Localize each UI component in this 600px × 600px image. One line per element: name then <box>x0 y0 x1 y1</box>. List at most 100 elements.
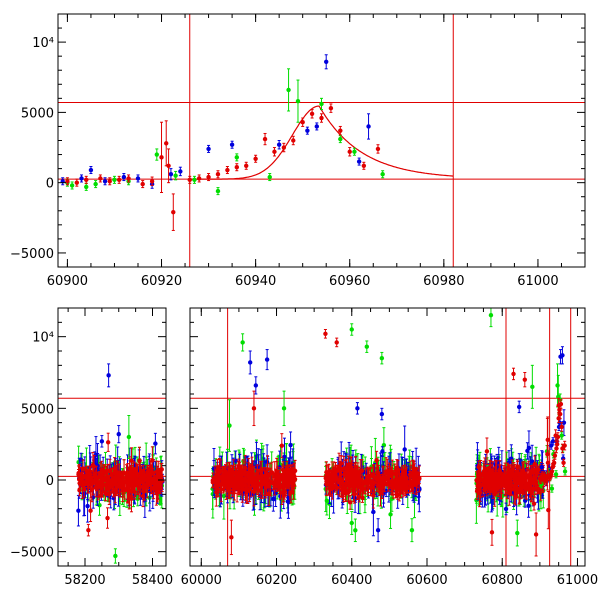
green-outlier-point <box>126 434 132 440</box>
red-survey-point <box>240 487 245 492</box>
bottom-plot-area <box>58 363 166 564</box>
red-survey-point <box>109 478 114 483</box>
red-data-point <box>164 141 169 146</box>
red-survey-point <box>245 488 250 493</box>
red-survey-point <box>135 473 141 479</box>
red-data-point <box>375 146 381 152</box>
red-survey-point <box>236 465 242 470</box>
blue-survey-point <box>380 449 385 454</box>
red-data-point <box>272 149 277 154</box>
green-outlier-point <box>113 553 118 559</box>
x-tick-label: 58400 <box>132 573 173 588</box>
red-survey-point <box>141 488 146 493</box>
red-survey-point <box>285 478 290 484</box>
red-survey-point <box>129 483 135 489</box>
red-data-point <box>262 136 268 142</box>
red-survey-point <box>88 508 93 513</box>
red-survey-point <box>210 478 216 483</box>
red-survey-point <box>98 484 103 490</box>
blue-data-point <box>324 59 329 64</box>
blue-survey-point <box>371 509 376 515</box>
red-data-point <box>107 179 112 184</box>
red-survey-point <box>104 470 109 475</box>
green-survey-point <box>353 528 358 533</box>
red-data-point <box>244 163 249 168</box>
blue-survey-point <box>153 441 158 446</box>
red-survey-point <box>145 476 151 482</box>
red-data-point <box>140 181 145 187</box>
blue-data-point <box>88 167 94 173</box>
blue-data-point <box>366 124 371 129</box>
blue-data-point <box>305 128 310 133</box>
blue-survey-point <box>402 447 407 452</box>
red-survey-point <box>105 515 110 521</box>
red-data-point <box>84 177 89 183</box>
red-survey-point <box>215 477 220 483</box>
y-tick-label: 0 <box>46 177 54 192</box>
blue-data-point <box>121 174 127 180</box>
blue-survey-point <box>85 503 90 509</box>
red-survey-point <box>121 470 127 475</box>
red-data-point <box>281 145 287 150</box>
y-tick-label: 0 <box>46 474 54 489</box>
red-survey-point <box>278 485 283 490</box>
red-data-point <box>98 176 103 181</box>
red-survey-point <box>124 475 129 481</box>
red-survey-point <box>129 458 134 463</box>
blue-survey-point <box>282 454 287 459</box>
red-survey-point <box>251 489 257 495</box>
red-survey-point <box>83 474 88 479</box>
red-data-point <box>149 179 155 184</box>
red-survey-point <box>234 476 239 482</box>
red-data-point <box>65 179 70 184</box>
blue-data-point <box>168 172 174 177</box>
red-survey-point <box>265 477 270 482</box>
red-survey-point <box>279 443 285 448</box>
blue-data-point <box>314 124 319 129</box>
red-survey-point <box>77 477 82 482</box>
green-data-point <box>338 136 343 142</box>
red-survey-point <box>120 485 126 491</box>
blue-data-point <box>206 146 211 152</box>
x-tick-label: 60940 <box>235 274 276 289</box>
green-data-point <box>380 172 385 177</box>
top-plot-area <box>58 14 585 267</box>
x-tick-label: 60900 <box>47 274 88 289</box>
red-survey-point <box>372 480 377 486</box>
bottom-plot-area <box>190 308 585 566</box>
blue-survey-point <box>271 496 276 502</box>
red-data-point <box>166 163 171 168</box>
red-data-point <box>159 155 164 160</box>
red-survey-point <box>129 496 134 501</box>
red-data-point <box>215 172 221 177</box>
green-data-point <box>286 87 291 93</box>
red-survey-point <box>287 491 292 497</box>
green-survey-point <box>97 503 102 508</box>
red-data-point <box>328 105 334 111</box>
y-tick-label: 5000 <box>21 106 54 121</box>
green-data-point <box>319 101 324 107</box>
blue-survey-point <box>76 508 81 513</box>
red-survey-point <box>92 478 98 483</box>
blue-outlier-point <box>106 373 111 378</box>
x-tick-label: 61000 <box>517 274 558 289</box>
red-survey-point <box>246 473 252 479</box>
blue-survey-point <box>78 457 84 462</box>
green-data-point <box>173 173 178 178</box>
green-data-point <box>352 149 357 154</box>
blue-data-point <box>356 159 362 164</box>
top-panel: −5000 0 5000 10⁴ 60900 60920 60940 60960 60980 61… <box>10 13 586 289</box>
red-survey-point <box>106 481 111 487</box>
red-survey-point <box>137 458 142 463</box>
green-data-point <box>69 183 75 188</box>
red-data-point <box>361 163 367 168</box>
y-tick-label: −5000 <box>10 247 54 262</box>
red-survey-point <box>107 468 113 474</box>
green-survey-point <box>388 512 393 517</box>
red-survey-point <box>286 470 292 475</box>
red-survey-point <box>236 480 242 486</box>
red-survey-point <box>87 469 93 474</box>
red-survey-point <box>216 482 221 488</box>
blue-data-point <box>229 142 235 147</box>
blue-data-point <box>178 169 183 174</box>
